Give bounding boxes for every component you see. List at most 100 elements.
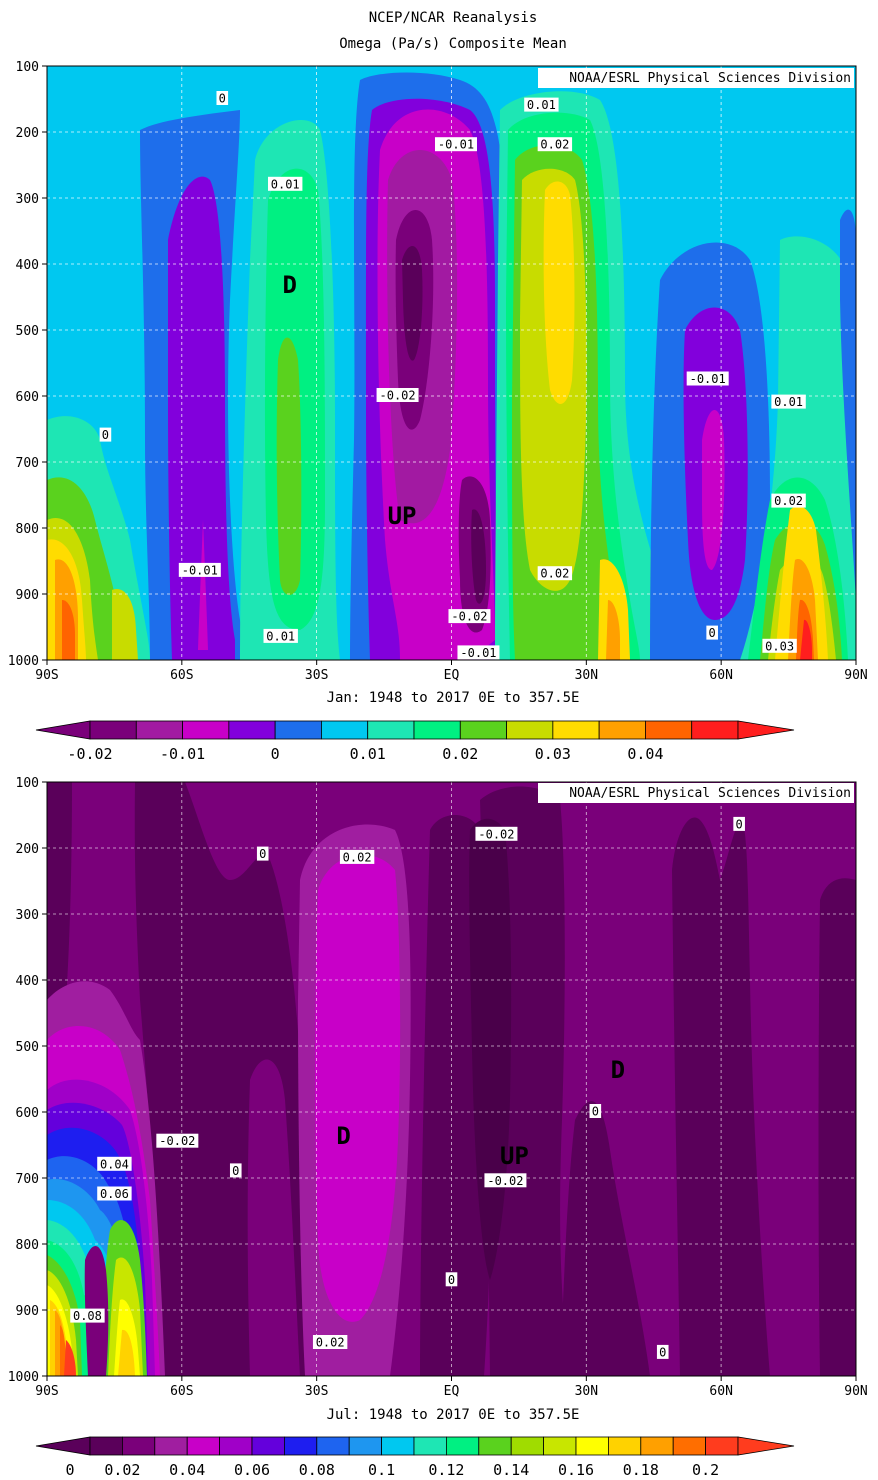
colorbar-label: 0.2 — [692, 1461, 719, 1479]
colorbar-swatch — [506, 720, 554, 740]
colorbar-label: 0.12 — [428, 1461, 464, 1479]
january-credit-box — [538, 68, 854, 88]
contour-label: 0 — [659, 1345, 666, 1359]
july-x-axis: 90S 60S 30S EQ 30N 60N 90N — [35, 1376, 868, 1399]
january-y-axis: 100 200 300 400 500 600 700 800 900 1000 — [8, 60, 47, 669]
contour-label: 0.03 — [765, 639, 794, 653]
colorbar-swatch — [381, 1436, 415, 1456]
contour-label-bg — [434, 137, 477, 152]
colorbar-label: 0.01 — [350, 745, 386, 763]
colorbar-swatch — [228, 720, 276, 740]
contour-label: -0.01 — [438, 138, 474, 152]
y-tick-label: 1000 — [8, 654, 39, 669]
contour-label: -0.02 — [451, 610, 487, 624]
contour-label-bg — [97, 1156, 132, 1171]
colorbar-swatch — [186, 1436, 220, 1456]
january-panel: NOAA/ESRL Physical Sciences Division 100… — [8, 60, 868, 763]
july-credit: NOAA/ESRL Physical Sciences Division — [569, 786, 851, 801]
colorbar-swatch — [367, 720, 415, 740]
colorbar-label: 0.02 — [442, 745, 478, 763]
colorbar-swatch — [321, 720, 369, 740]
colorbar-swatch — [459, 720, 507, 740]
contour-label-bg — [339, 849, 375, 864]
contour-label-bg — [448, 609, 491, 624]
contour-label-bg — [97, 1186, 132, 1201]
colorbar-label: -0.02 — [67, 745, 112, 763]
contour-label-bg — [229, 1163, 242, 1178]
colorbar-label: 0.1 — [368, 1461, 395, 1479]
y-tick-label: 800 — [16, 522, 39, 537]
contour-label-bg — [376, 388, 419, 402]
x-tick-label: 30S — [305, 1384, 328, 1399]
colorbar-label: 0.08 — [299, 1461, 335, 1479]
y-tick-label: 200 — [16, 842, 39, 857]
colorbar-label: 0.04 — [169, 1461, 205, 1479]
colorbar-swatch — [316, 1436, 350, 1456]
x-tick-label: 60N — [709, 1384, 732, 1399]
y-tick-label: 100 — [16, 776, 39, 791]
contour-label: 0.01 — [271, 177, 300, 191]
colorbar-label: 0.14 — [493, 1461, 529, 1479]
x-tick-label: 90S — [35, 1384, 58, 1399]
contour-label-bg — [733, 816, 745, 831]
region-label: UP — [388, 502, 417, 530]
contour-label-bg — [537, 137, 573, 152]
y-tick-label: 400 — [16, 974, 39, 989]
colorbar-swatch — [598, 720, 646, 740]
contour-label-bg — [156, 1133, 199, 1148]
y-tick-label: 300 — [16, 908, 39, 923]
contour-label: -0.02 — [478, 827, 514, 841]
y-tick-label: 400 — [16, 258, 39, 273]
y-tick-label: 900 — [16, 1304, 39, 1319]
region-label: UP — [500, 1142, 529, 1170]
colorbar-swatch — [672, 1436, 707, 1456]
contour-label: -0.01 — [182, 563, 218, 577]
y-tick-label: 500 — [16, 1040, 39, 1055]
y-tick-label: 800 — [16, 1238, 39, 1253]
contour-label: 0.01 — [774, 395, 803, 409]
x-tick-label: 90S — [35, 668, 58, 683]
contour-label-bg — [178, 562, 221, 577]
july-grid — [47, 782, 856, 1376]
january-x-axis: 90S 60S 30S EQ 30N 60N 90N — [35, 660, 868, 683]
colorbar-swatch — [89, 720, 137, 740]
colorbar-swatch — [122, 1436, 156, 1456]
y-tick-label: 700 — [16, 456, 39, 471]
colorbar-arrow-right — [737, 720, 795, 740]
y-tick-label: 1000 — [8, 1370, 39, 1385]
colorbar-swatch — [348, 1436, 383, 1456]
contour-label: -0.02 — [380, 389, 416, 403]
contour-label-bg — [312, 1335, 348, 1349]
contour-label: -0.01 — [460, 646, 496, 660]
title-line-1: NCEP/NCAR Reanalysis — [369, 10, 538, 26]
colorbar-label: 0.18 — [623, 1461, 659, 1479]
contour-label: 0.08 — [73, 1309, 102, 1323]
contour-label-bg — [656, 1344, 669, 1359]
contour-label-bg — [706, 625, 718, 640]
contour-label: -0.02 — [487, 1174, 523, 1188]
january-colorbar: -0.02 -0.01 0 0.01 0.02 0.03 0.04 — [35, 720, 795, 763]
colorbar-label: 0.16 — [558, 1461, 594, 1479]
x-tick-label: 30S — [305, 668, 328, 683]
colorbar-swatch — [182, 720, 230, 740]
contour-label-bg — [771, 394, 806, 409]
colorbar-swatch — [705, 1436, 739, 1456]
contour-label-bg — [457, 645, 500, 660]
colorbar-swatch — [413, 720, 461, 740]
y-tick-label: 100 — [16, 60, 39, 75]
x-tick-label: EQ — [444, 1384, 460, 1399]
contour-label-bg — [256, 846, 269, 861]
colorbar-swatch — [510, 1436, 545, 1456]
region-label: D — [282, 271, 296, 299]
contour-label: 0 — [709, 626, 716, 640]
contour-label: 0.02 — [540, 138, 569, 152]
region-label: D — [336, 1122, 350, 1150]
contour-label-bg — [445, 1272, 458, 1287]
january-credit: NOAA/ESRL Physical Sciences Division — [569, 71, 851, 86]
contour-label-bg — [589, 1104, 602, 1118]
contour-label: 0.02 — [316, 1336, 345, 1350]
july-x-label: Jul: 1948 to 2017 0E to 357.5E — [327, 1407, 580, 1423]
contour-label: 0 — [448, 1273, 455, 1287]
contour-label-bg — [263, 628, 298, 643]
